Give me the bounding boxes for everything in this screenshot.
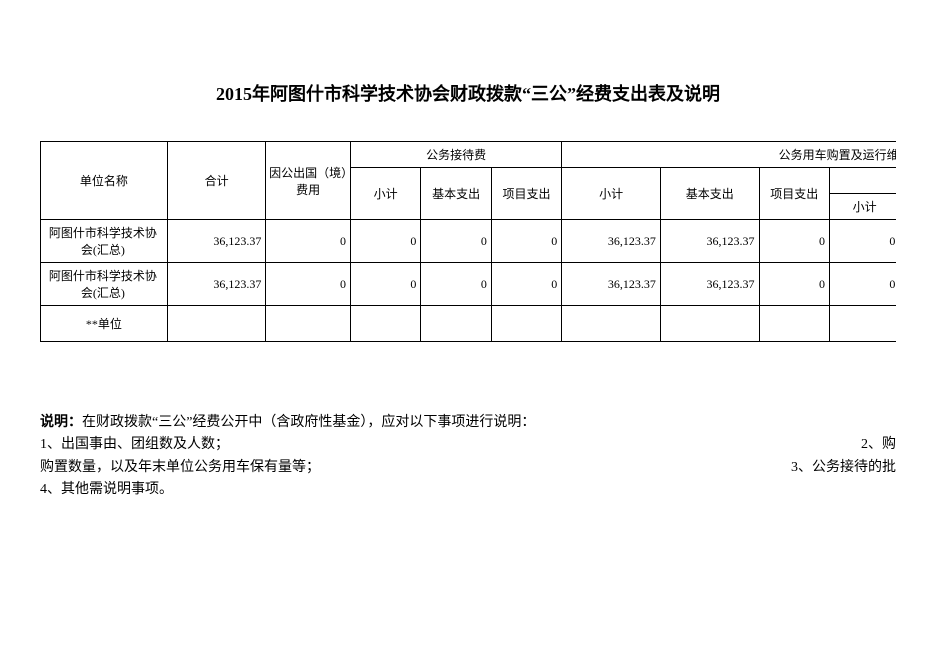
header-vp-subtotal: 小计 <box>829 194 896 220</box>
cell-v-sub: 36,123.37 <box>562 220 661 263</box>
table-container: 单位名称 合计 因公出国（境）费用 公务接待费 公务用车购置及运行维护费 小计 … <box>40 141 896 342</box>
cell-empty <box>491 306 561 342</box>
table-row-empty: **单位 <box>41 306 897 342</box>
cell-v-basic: 36,123.37 <box>660 220 759 263</box>
cell-empty <box>266 306 351 342</box>
cell-r-basic: 0 <box>421 263 491 306</box>
cell-total: 36,123.37 <box>167 220 266 263</box>
cell-empty <box>829 306 896 342</box>
cell-unit: 阿图什市科学技术协会(汇总) <box>41 263 168 306</box>
header-vehicle-purchase: 公务用车购置 <box>829 168 896 194</box>
notes-section: 说明：在财政拨款“三公”经费公开中（含政府性基金），应对以下事项进行说明： 1、… <box>40 412 896 502</box>
notes-line2: 1、出国事由、团组数及人数； 2、购 <box>40 434 896 456</box>
cell-abroad: 0 <box>266 263 351 306</box>
header-abroad: 因公出国（境）费用 <box>266 142 351 220</box>
cell-empty <box>421 306 491 342</box>
cell-r-sub: 0 <box>350 220 420 263</box>
cell-v-proj: 0 <box>759 220 829 263</box>
cell-empty <box>350 306 420 342</box>
notes-label: 说明： <box>40 415 82 430</box>
cell-empty-unit: **单位 <box>41 306 168 342</box>
notes-line1: 说明：在财政拨款“三公”经费公开中（含政府性基金），应对以下事项进行说明： <box>40 412 896 434</box>
notes-line1-text: 在财政拨款“三公”经费公开中（含政府性基金），应对以下事项进行说明： <box>82 415 535 430</box>
cell-v-sub: 36,123.37 <box>562 263 661 306</box>
notes-line3-left: 购置数量，以及年末单位公务用车保有量等； <box>40 457 320 479</box>
cell-empty <box>660 306 759 342</box>
header-reception-basic: 基本支出 <box>421 168 491 220</box>
header-reception-project: 项目支出 <box>491 168 561 220</box>
header-vehicle-basic: 基本支出 <box>660 168 759 220</box>
notes-line3: 购置数量，以及年末单位公务用车保有量等； 3、公务接待的批 <box>40 457 896 479</box>
table-row: 阿图什市科学技术协会(汇总) 36,123.37 0 0 0 0 36,123.… <box>41 263 897 306</box>
cell-v-proj: 0 <box>759 263 829 306</box>
cell-r-basic: 0 <box>421 220 491 263</box>
page-title: 2015年阿图什市科学技术协会财政拨款“三公”经费支出表及说明 <box>40 80 896 106</box>
header-total: 合计 <box>167 142 266 220</box>
cell-vp-sub: 0 <box>829 263 896 306</box>
cell-empty <box>759 306 829 342</box>
notes-line2-right: 2、购 <box>861 434 896 456</box>
header-reception: 公务接待费 <box>350 142 561 168</box>
cell-r-proj: 0 <box>491 220 561 263</box>
header-vehicle: 公务用车购置及运行维护费 <box>562 142 896 168</box>
cell-total: 36,123.37 <box>167 263 266 306</box>
table-row: 阿图什市科学技术协会(汇总) 36,123.37 0 0 0 0 36,123.… <box>41 220 897 263</box>
cell-r-proj: 0 <box>491 263 561 306</box>
header-reception-subtotal: 小计 <box>350 168 420 220</box>
cell-r-sub: 0 <box>350 263 420 306</box>
header-unit-name: 单位名称 <box>41 142 168 220</box>
cell-empty <box>562 306 661 342</box>
cell-vp-sub: 0 <box>829 220 896 263</box>
header-vehicle-project: 项目支出 <box>759 168 829 220</box>
notes-line3-right: 3、公务接待的批 <box>791 457 896 479</box>
cell-empty <box>167 306 266 342</box>
expense-table: 单位名称 合计 因公出国（境）费用 公务接待费 公务用车购置及运行维护费 小计 … <box>40 141 896 342</box>
cell-abroad: 0 <box>266 220 351 263</box>
cell-unit: 阿图什市科学技术协会(汇总) <box>41 220 168 263</box>
header-vehicle-subtotal: 小计 <box>562 168 661 220</box>
notes-line4: 4、其他需说明事项。 <box>40 479 896 501</box>
cell-v-basic: 36,123.37 <box>660 263 759 306</box>
notes-line2-left: 1、出国事由、团组数及人数； <box>40 434 229 456</box>
